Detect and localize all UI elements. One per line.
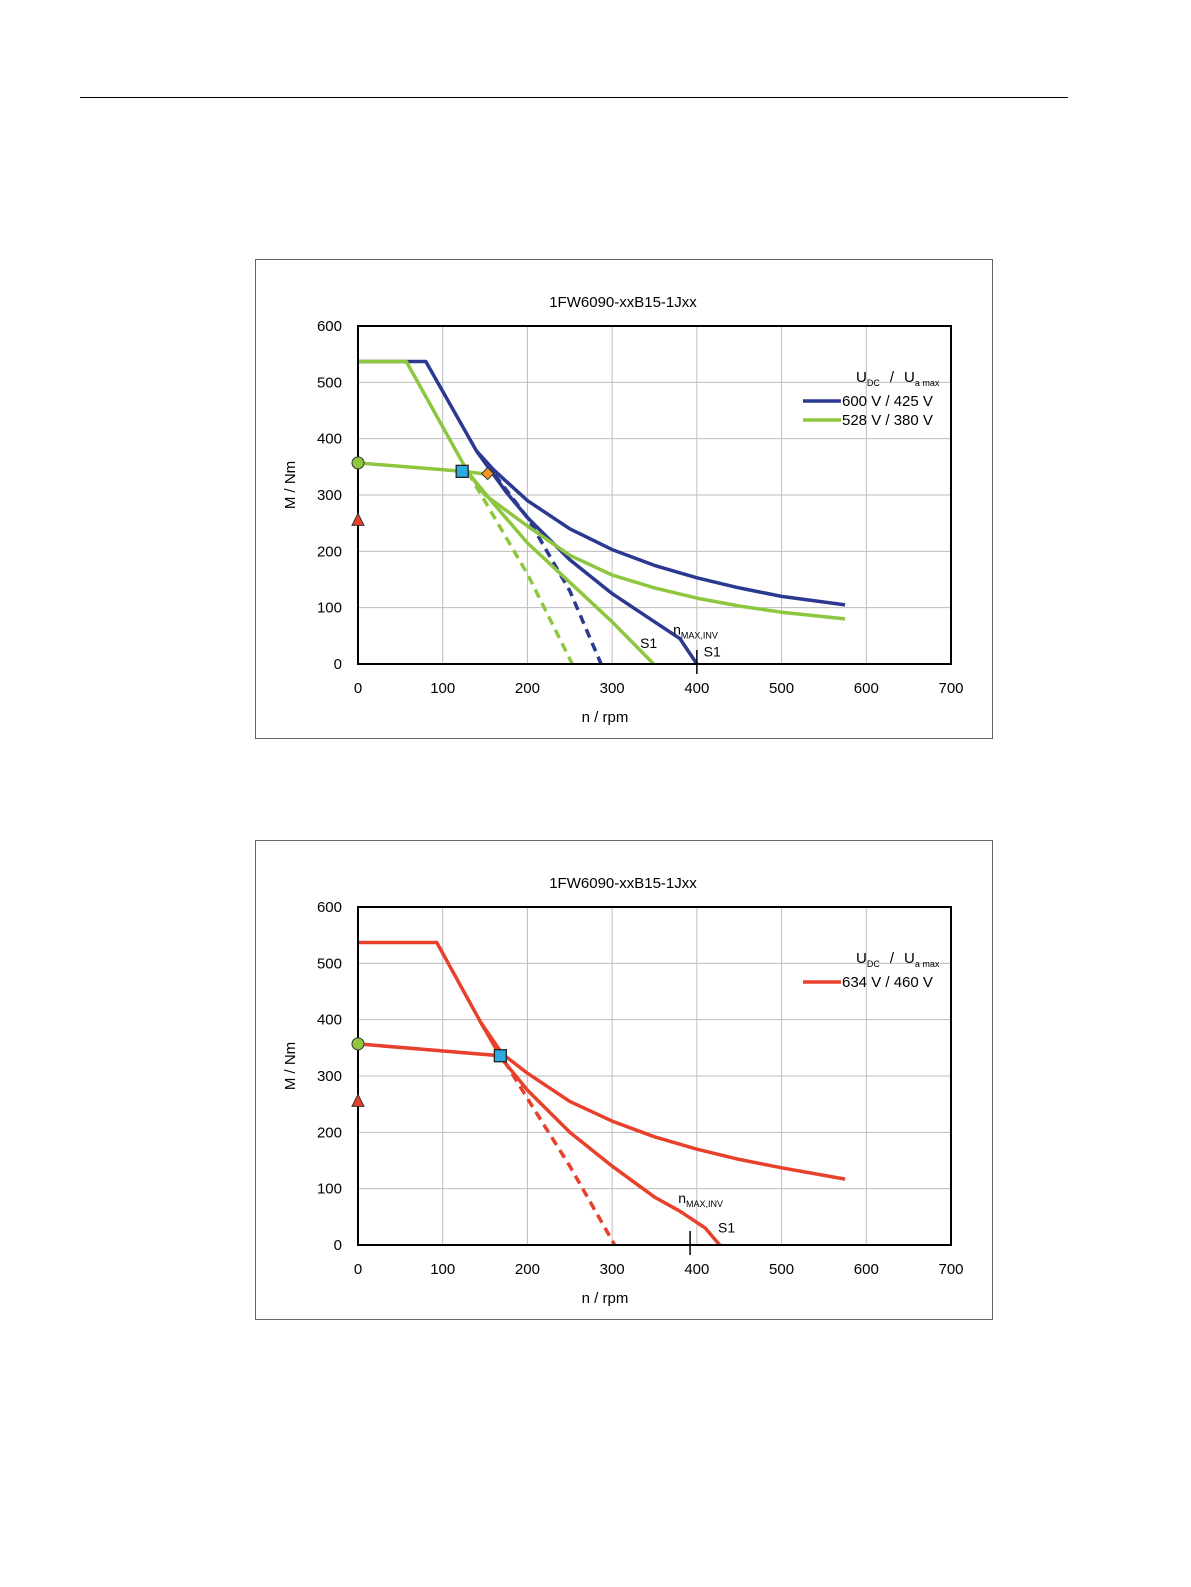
x-tick-label: 600 bbox=[854, 1261, 879, 1278]
y-tick-label: 400 bbox=[317, 431, 342, 448]
annotation-text: n bbox=[673, 622, 681, 638]
legend-sep: / bbox=[890, 950, 895, 967]
annotation-text: S1 bbox=[718, 1220, 735, 1236]
x-tick-label: 100 bbox=[430, 680, 455, 697]
x-tick-label: 300 bbox=[600, 1261, 625, 1278]
annotation-text: n bbox=[678, 1190, 686, 1206]
marker-triangle bbox=[351, 1093, 365, 1107]
annotation-label: nMAX,INV bbox=[673, 622, 718, 641]
legend-u2: U bbox=[904, 950, 915, 967]
annotation-label: S1 bbox=[704, 644, 721, 660]
legend-u1: U bbox=[856, 369, 867, 386]
legend-u2-sub: a max bbox=[915, 959, 940, 969]
x-tick-label: 700 bbox=[938, 680, 963, 697]
y-tick-label: 500 bbox=[317, 374, 342, 391]
series-line-1 bbox=[475, 450, 699, 665]
plot-border bbox=[357, 325, 952, 665]
series-line-5 bbox=[466, 471, 574, 665]
y-axis-label: M / Nm bbox=[282, 1042, 299, 1090]
x-tick-label: 0 bbox=[354, 1261, 362, 1278]
chart-2: 1FW6090-xxB15-1Jxx 0 100 200 300 400 500 600 700… bbox=[255, 840, 993, 1320]
y-tick-label: 100 bbox=[317, 1181, 342, 1198]
legend-u2: U bbox=[904, 369, 915, 386]
y-tick-label: 300 bbox=[317, 1068, 342, 1085]
y-tick-label: 300 bbox=[317, 487, 342, 504]
y-tick-label: 400 bbox=[317, 1012, 342, 1029]
x-tick-label: 700 bbox=[938, 1261, 963, 1278]
legend-u2-sub: a max bbox=[915, 378, 940, 388]
series-line-4 bbox=[466, 471, 655, 666]
x-tick-label: 400 bbox=[684, 1261, 709, 1278]
legend-u1-sub: DC bbox=[867, 378, 880, 388]
y-tick-label: 600 bbox=[317, 899, 342, 916]
x-tick-label: 500 bbox=[769, 1261, 794, 1278]
y-tick-label: 600 bbox=[317, 318, 342, 335]
x-tick-label: 300 bbox=[600, 680, 625, 697]
series-line-0 bbox=[358, 359, 846, 607]
series-line-3 bbox=[358, 359, 846, 621]
legend-entry-1: 528 V / 380 V bbox=[842, 412, 933, 429]
y-axis-label: M / Nm bbox=[282, 461, 299, 509]
x-tick-label: 200 bbox=[515, 1261, 540, 1278]
annotation-text: S1 bbox=[640, 635, 657, 651]
chart-1-svg: 1FW6090-xxB15-1Jxx 0 100 200 300 400 500 600 700… bbox=[282, 294, 964, 726]
chart-1: 1FW6090-xxB15-1Jxx 0 100 200 300 400 500 600 700… bbox=[255, 259, 993, 739]
annotation-label: S1 bbox=[718, 1220, 735, 1236]
series-line-1 bbox=[479, 1021, 722, 1247]
x-axis-label: n / rpm bbox=[582, 709, 629, 726]
x-tick-label: 400 bbox=[684, 680, 709, 697]
series-line-2 bbox=[475, 450, 603, 665]
y-tick-label: 200 bbox=[317, 1124, 342, 1141]
x-tick-label: 0 bbox=[354, 680, 362, 697]
series-line-2 bbox=[479, 1021, 617, 1246]
x-axis-label: n / rpm bbox=[582, 1290, 629, 1307]
marker-square bbox=[455, 464, 469, 478]
legend-u1-sub: DC bbox=[867, 959, 880, 969]
legend-header: UDC / Ua max bbox=[856, 950, 940, 969]
legend-entry-0: 634 V / 460 V bbox=[842, 974, 933, 991]
x-tick-label: 100 bbox=[430, 1261, 455, 1278]
chart-2-svg: 1FW6090-xxB15-1Jxx 0 100 200 300 400 500 600 700… bbox=[282, 875, 964, 1307]
y-tick-label: 200 bbox=[317, 543, 342, 560]
marker-diamond bbox=[480, 466, 495, 481]
legend-u1: U bbox=[856, 950, 867, 967]
annotation-subscript: MAX,INV bbox=[681, 631, 718, 641]
y-tick-label: 500 bbox=[317, 955, 342, 972]
annotation-subscript: MAX,INV bbox=[686, 1199, 723, 1209]
legend-sep: / bbox=[890, 369, 895, 386]
y-tick-label: 0 bbox=[334, 1237, 342, 1254]
legend-entry-0: 600 V / 425 V bbox=[842, 393, 933, 410]
marker-square bbox=[493, 1049, 507, 1063]
marker-circle bbox=[351, 1037, 365, 1051]
marker-circle bbox=[351, 456, 365, 470]
annotation-label: nMAX,INV bbox=[678, 1190, 723, 1209]
chart-title: 1FW6090-xxB15-1Jxx bbox=[549, 294, 697, 311]
series-line-0 bbox=[358, 940, 846, 1181]
x-tick-label: 600 bbox=[854, 680, 879, 697]
y-tick-label: 0 bbox=[334, 656, 342, 673]
x-tick-label: 500 bbox=[769, 680, 794, 697]
x-tick-label: 200 bbox=[515, 680, 540, 697]
marker-triangle bbox=[351, 512, 365, 526]
annotation-label: S1 bbox=[640, 635, 657, 651]
legend-header: UDC / Ua max bbox=[856, 369, 940, 388]
top-rule bbox=[80, 97, 1068, 98]
plot-border bbox=[357, 906, 952, 1246]
y-tick-label: 100 bbox=[317, 600, 342, 617]
chart-title: 1FW6090-xxB15-1Jxx bbox=[549, 875, 697, 892]
annotation-text: S1 bbox=[704, 644, 721, 660]
series-line-3 bbox=[357, 1042, 501, 1058]
